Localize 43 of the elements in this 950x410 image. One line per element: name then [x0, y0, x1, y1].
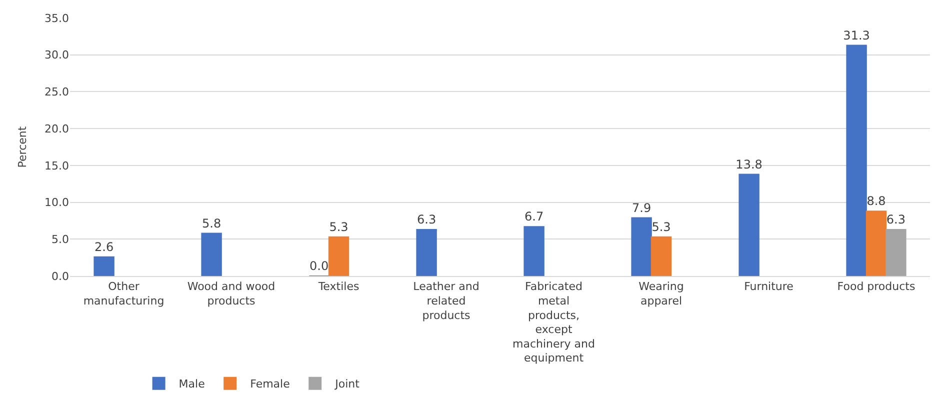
bar — [738, 174, 760, 276]
legend-label: Male — [178, 378, 206, 391]
x-tick-label: Other manufacturing — [83, 280, 164, 308]
bar — [524, 226, 544, 276]
bar — [886, 229, 906, 276]
data-label: 6.3 — [417, 212, 436, 227]
bar — [866, 210, 887, 276]
y-tick-label: 5.0 — [52, 232, 69, 246]
legend-label: Joint — [334, 378, 360, 391]
data-label: 5.3 — [329, 220, 348, 234]
y-tick-label: 30.0 — [44, 48, 69, 62]
y-tick-label: 20.0 — [44, 122, 69, 136]
bar — [94, 256, 114, 276]
data-label: 31.3 — [843, 28, 870, 42]
data-label: 0.0 — [310, 259, 329, 273]
x-tick-label: Food products — [837, 280, 916, 294]
bar — [416, 229, 437, 276]
bar — [631, 217, 652, 276]
data-label: 6.3 — [886, 212, 906, 227]
data-label: 5.8 — [202, 216, 222, 230]
bar — [650, 236, 672, 276]
y-tick-label: 10.0 — [44, 196, 69, 210]
data-label: 6.7 — [524, 210, 544, 224]
bar — [201, 232, 222, 276]
bar — [328, 236, 350, 276]
y-tick-label: 35.0 — [44, 12, 69, 25]
data-label: 5.3 — [652, 220, 671, 234]
y-axis-title: Percent — [16, 126, 30, 168]
x-tick-label: Furniture — [744, 280, 794, 294]
x-tick-label: Wood and wood products — [187, 280, 276, 308]
x-tick-label: Wearing apparel — [638, 280, 684, 308]
x-tick-label: Leather and related products — [413, 280, 480, 322]
y-tick-label: 25.0 — [44, 86, 69, 99]
data-label: 8.8 — [866, 194, 886, 208]
x-tick-label: Fabricated metal products, except machinery and equipment — [512, 280, 595, 365]
legend-label: Female — [250, 378, 290, 391]
data-label: 2.6 — [94, 240, 114, 254]
y-tick-label: 0.0 — [52, 270, 69, 283]
data-label: 7.9 — [632, 200, 652, 215]
y-tick-label: 15.0 — [44, 159, 69, 172]
x-tick-label: Textiles — [317, 280, 360, 294]
data-label: 13.8 — [736, 157, 762, 172]
bar — [846, 44, 867, 276]
